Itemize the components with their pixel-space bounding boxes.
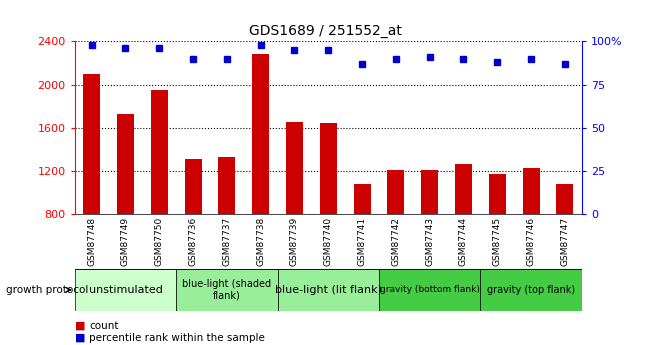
Text: ■: ■ — [75, 321, 85, 331]
Bar — [421, 170, 438, 214]
Bar — [83, 74, 100, 214]
Bar — [354, 184, 370, 214]
Text: GSM87742: GSM87742 — [391, 217, 400, 266]
Text: GSM87736: GSM87736 — [188, 217, 198, 266]
Text: percentile rank within the sample: percentile rank within the sample — [89, 333, 265, 343]
Bar — [278, 269, 379, 310]
Text: gravity (bottom flank): gravity (bottom flank) — [380, 285, 480, 294]
Text: GSM87745: GSM87745 — [493, 217, 502, 266]
Text: ■: ■ — [75, 333, 85, 343]
Bar — [151, 90, 168, 214]
Bar — [387, 170, 404, 214]
Text: GSM87744: GSM87744 — [459, 217, 468, 266]
Bar — [117, 114, 134, 214]
Text: GSM87750: GSM87750 — [155, 217, 164, 266]
Text: gravity (top flank): gravity (top flank) — [487, 285, 575, 295]
Text: GSM87749: GSM87749 — [121, 217, 130, 266]
Bar — [286, 122, 303, 214]
Bar — [176, 269, 278, 310]
Text: growth protocol: growth protocol — [6, 285, 89, 295]
Text: blue-light (shaded
flank): blue-light (shaded flank) — [182, 279, 272, 300]
Bar — [185, 159, 202, 214]
Bar — [252, 54, 269, 214]
Text: blue-light (lit flank): blue-light (lit flank) — [275, 285, 382, 295]
Bar — [455, 164, 472, 214]
Bar — [480, 269, 582, 310]
Text: count: count — [89, 321, 118, 331]
Text: GSM87743: GSM87743 — [425, 217, 434, 266]
Bar — [556, 184, 573, 214]
Text: GSM87740: GSM87740 — [324, 217, 333, 266]
FancyArrowPatch shape — [66, 288, 70, 292]
Text: GSM87739: GSM87739 — [290, 217, 299, 266]
Text: GSM87738: GSM87738 — [256, 217, 265, 266]
Bar — [320, 123, 337, 214]
Bar — [379, 269, 480, 310]
Text: GSM87747: GSM87747 — [560, 217, 569, 266]
Text: unstimulated: unstimulated — [88, 285, 162, 295]
Bar — [218, 157, 235, 214]
Text: GSM87737: GSM87737 — [222, 217, 231, 266]
Bar — [75, 269, 176, 310]
Text: GDS1689 / 251552_at: GDS1689 / 251552_at — [248, 24, 402, 38]
Text: GSM87746: GSM87746 — [526, 217, 536, 266]
Text: GSM87748: GSM87748 — [87, 217, 96, 266]
Text: GSM87741: GSM87741 — [358, 217, 367, 266]
Bar — [489, 174, 506, 214]
Bar — [523, 168, 540, 214]
